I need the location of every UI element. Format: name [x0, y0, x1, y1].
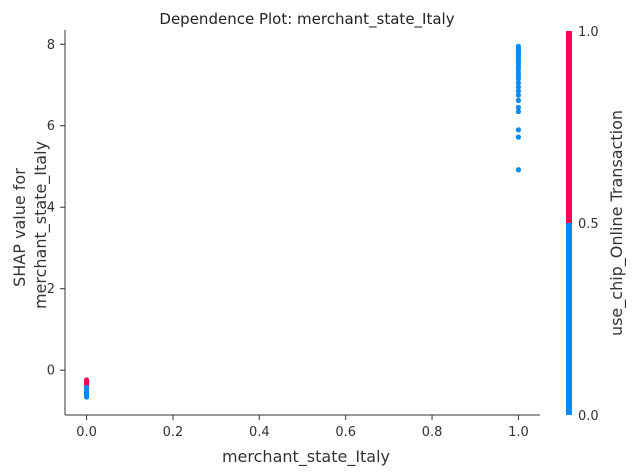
- x-tick-label: 1.0: [508, 425, 529, 440]
- colorbar-label: use_chip_Online Transaction: [607, 110, 627, 336]
- x-tick-label: 0.2: [163, 425, 184, 440]
- x-tick-label: 0.8: [422, 425, 443, 440]
- colorbar-tick-label: 0.5: [578, 217, 599, 232]
- data-point: [515, 88, 522, 94]
- data-point: [515, 84, 522, 90]
- x-tick-label: 0.0: [76, 425, 97, 440]
- colorbar: 0.0 0.5 1.0 use_chip_Online Transaction: [566, 25, 627, 424]
- y-ticks: 0 2 4 6 8: [47, 38, 65, 379]
- chart-title: Dependence Plot: merchant_state_Italy: [159, 10, 454, 29]
- data-point: [515, 97, 522, 104]
- data-point: [515, 76, 522, 82]
- data-point: [515, 80, 522, 86]
- data-points: [83, 43, 522, 400]
- y-tick-label: 4: [47, 201, 55, 216]
- y-tick-label: 2: [47, 282, 55, 297]
- data-point: [515, 167, 522, 173]
- data-point: [515, 134, 522, 140]
- colorbar-bar: [566, 31, 572, 415]
- data-point: [515, 92, 522, 98]
- y-axis-label-line-1: SHAP value for: [10, 168, 29, 287]
- x-axis-label: merchant_state_Italy: [222, 447, 390, 467]
- x-tick-label: 0.6: [335, 425, 356, 440]
- data-point: [83, 394, 90, 400]
- x-tick-label: 0.4: [249, 425, 270, 440]
- data-point: [515, 127, 522, 133]
- y-axis-label: SHAP value for merchant_state_Italy: [10, 141, 51, 309]
- data-point: [515, 108, 522, 115]
- data-point: [515, 104, 522, 111]
- y-axis-label-line-2: merchant_state_Italy: [31, 141, 51, 309]
- y-tick-label: 0: [47, 364, 55, 379]
- colorbar-tick-label: 0.0: [578, 409, 599, 424]
- colorbar-ticks: 0.0 0.5 1.0: [578, 25, 599, 424]
- colorbar-tick-label: 1.0: [578, 25, 599, 40]
- x-ticks: 0.0 0.2 0.4 0.6 0.8 1.0: [76, 415, 529, 440]
- plot-area: 0.0 0.2 0.4 0.6 0.8 1.0 0 2 4 6 8: [47, 30, 540, 440]
- y-tick-label: 6: [47, 119, 55, 134]
- y-tick-label: 8: [47, 38, 55, 53]
